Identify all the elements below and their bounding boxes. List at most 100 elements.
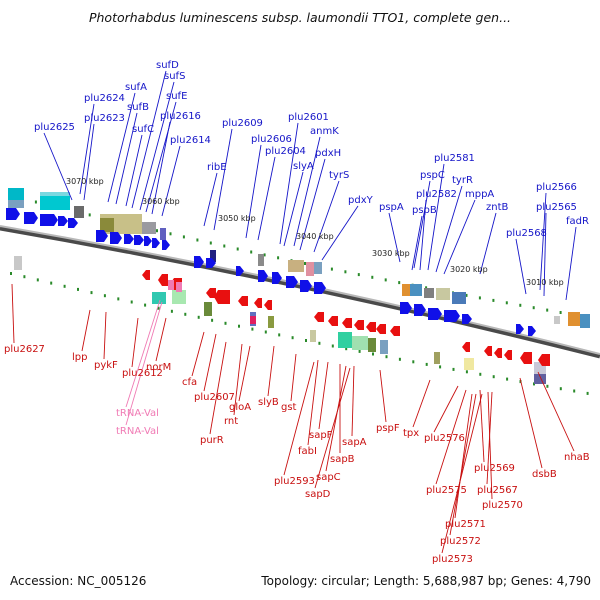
gene-content-box	[172, 290, 186, 304]
leader-line	[325, 365, 347, 472]
gene-content-box	[424, 288, 434, 298]
leader-line	[267, 345, 275, 397]
tick-mark	[465, 293, 468, 297]
leader-line	[279, 122, 299, 245]
reverse-gene-label: plu2570	[482, 500, 523, 511]
forward-gene-arrow	[144, 236, 152, 246]
forward-gene-arrow	[258, 270, 268, 282]
tick-mark	[211, 318, 214, 322]
tick-mark	[425, 286, 428, 290]
forward-gene-arrow	[414, 304, 426, 316]
forward-gene-arrow	[528, 326, 536, 336]
reverse-gene-label: plu2572	[440, 536, 481, 547]
tick-mark	[398, 357, 401, 361]
reverse-gene-arrow	[462, 342, 470, 352]
leader-line	[379, 369, 387, 423]
tick-mark	[372, 352, 374, 356]
leader-line	[213, 128, 233, 231]
tick-mark	[345, 347, 348, 351]
tick-mark	[263, 253, 266, 257]
forward-gene-label: plu2604	[265, 146, 306, 157]
leader-line	[155, 317, 167, 362]
reverse-gene-arrow	[264, 300, 272, 310]
reverse-gene-label: gst	[281, 402, 297, 413]
gene-content-box	[380, 340, 388, 354]
leader-line	[209, 341, 227, 435]
map-title: Photorhabdus luminescens subsp. laumondi…	[88, 10, 512, 25]
kbp-label: 3050 kbp	[218, 214, 256, 223]
leader-line	[125, 299, 161, 408]
gene-content-box	[338, 332, 352, 348]
genome-summary: Topology: circular; Length: 5,688,987 bp…	[261, 574, 591, 588]
forward-gene-label: mppA	[465, 189, 494, 200]
reverse-gene-arrow	[328, 316, 338, 326]
tick-mark	[291, 336, 294, 340]
reverse-gene-label: gloA	[229, 402, 251, 413]
forward-gene-label: plu2609	[222, 118, 263, 129]
reverse-gene-arrow	[354, 320, 364, 330]
leader-line	[441, 393, 483, 554]
leader-line	[433, 385, 459, 433]
reverse-gene-label: dsbB	[532, 469, 557, 480]
tick-mark	[223, 244, 226, 248]
forward-gene-label: plu2623	[84, 113, 125, 124]
gene-content-box	[204, 302, 212, 316]
forward-gene-label: sufS	[164, 71, 185, 82]
reverse-gene-label: sapA	[342, 437, 367, 448]
leader-line	[388, 212, 401, 263]
reverse-gene-label: plu2627	[4, 344, 45, 355]
tick-mark	[250, 250, 253, 254]
gene-content-box	[210, 250, 216, 262]
forward-gene-arrow	[444, 310, 460, 322]
forward-gene-label: pspC	[420, 170, 445, 181]
forward-gene-arrow	[24, 212, 38, 224]
leader-line	[321, 205, 359, 261]
tick-mark	[170, 309, 173, 313]
tick-mark	[251, 327, 254, 331]
leader-line	[543, 212, 547, 297]
leader-line	[479, 389, 485, 463]
tick-mark	[88, 213, 91, 217]
reverse-gene-arrow	[538, 354, 550, 366]
forward-gene-label: fadR	[566, 216, 589, 227]
leader-line	[412, 379, 431, 428]
gene-content-box	[554, 316, 560, 324]
gene-content-box	[314, 262, 322, 274]
tick-mark	[425, 362, 428, 366]
forward-gene-label: plu2601	[288, 112, 329, 123]
forward-gene-label: plu2624	[84, 93, 125, 104]
leader-line	[479, 212, 497, 275]
tick-mark	[330, 267, 333, 271]
leader-line	[245, 144, 262, 239]
tick-mark	[465, 370, 468, 374]
tick-mark	[532, 306, 535, 310]
leader-line	[125, 134, 143, 207]
reverse-gene-label: cfa	[182, 377, 197, 388]
tick-mark	[157, 306, 160, 310]
reverse-gene-arrow	[504, 350, 512, 360]
trna-label: tRNA-Val	[116, 408, 159, 419]
forward-gene-label: plu2568	[506, 228, 547, 239]
tick-mark	[358, 349, 361, 353]
reverse-gene-label: nhaB	[564, 452, 590, 463]
forward-gene-label: pspA	[379, 202, 404, 213]
forward-gene-label: tyrR	[452, 175, 473, 186]
leader-line	[565, 226, 577, 301]
leader-line	[307, 359, 319, 446]
tick-mark	[264, 330, 267, 334]
gene-content-box	[402, 284, 410, 296]
gene-content-box	[40, 192, 70, 196]
forward-gene-arrow	[300, 280, 312, 292]
forward-gene-label: sufA	[125, 82, 147, 93]
reverse-gene-arrow	[238, 296, 248, 306]
gene-content-box	[580, 314, 590, 328]
forward-gene-label: tyrS	[329, 170, 349, 181]
leader-line	[411, 215, 423, 271]
leader-line	[103, 311, 107, 360]
leader-line	[314, 367, 351, 489]
tick-mark	[197, 315, 200, 319]
leader-line	[454, 393, 473, 519]
reverse-gene-label: sapB	[330, 454, 355, 465]
forward-gene-arrow	[6, 208, 20, 220]
